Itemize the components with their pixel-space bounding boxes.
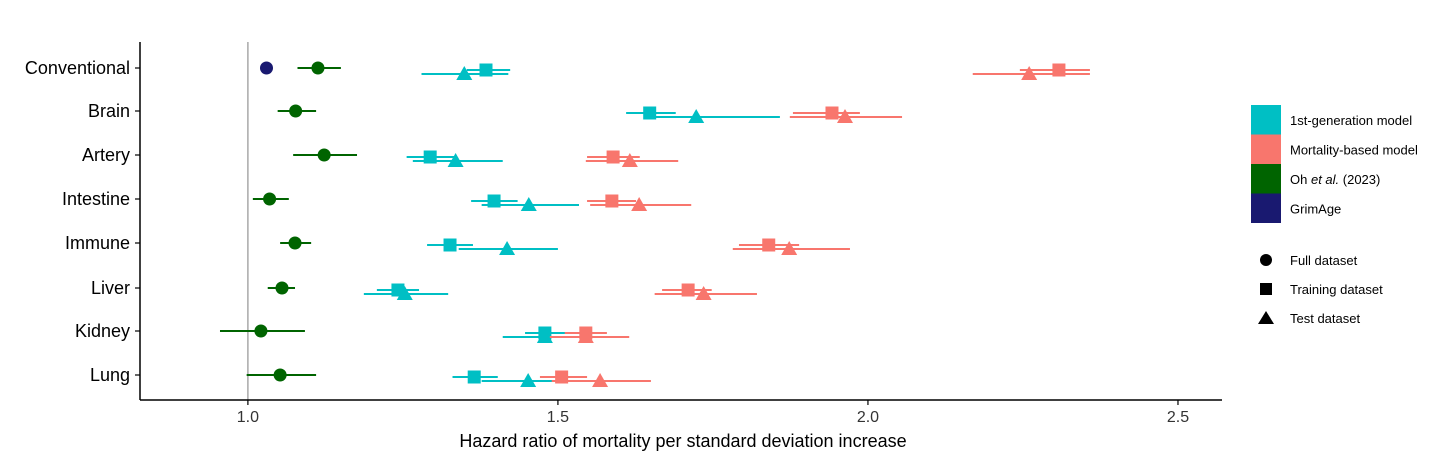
point-square-first [467,370,481,384]
row-label: Brain [88,101,130,121]
row-label: Kidney [75,321,130,341]
row-label: Artery [82,145,130,165]
point-triangle-first [456,66,473,80]
legend-label-train: Training dataset [1290,282,1383,297]
point-triangle-mort [837,109,854,123]
row-label: Intestine [62,189,130,209]
legend-label-full: Full dataset [1290,253,1358,268]
point-triangle-first [688,109,705,123]
point-circle-oh [275,281,289,295]
row-label: Lung [90,365,130,385]
legend: 1st-generation model Mortality-based mode… [1251,105,1418,326]
point-circle-oh [317,148,331,162]
point-triangle-mort [592,373,609,387]
legend-swatch-mort [1251,134,1281,164]
point-triangle-first [520,373,537,387]
point-triangle-first [447,153,464,167]
point-square-first [443,238,457,252]
point-circle-oh [263,192,277,206]
point-triangle-first [396,286,413,300]
x-tick-label: 1.0 [237,409,259,426]
point-circle-oh [288,236,302,250]
point-circle-oh [311,61,325,75]
row-label: Liver [91,278,130,298]
legend-label-oh: Oh et al. (2023) [1290,172,1380,187]
legend-label-mort: Mortality-based model [1290,143,1418,158]
legend-label-test: Test dataset [1290,311,1360,326]
legend-triangle-icon [1258,311,1274,324]
point-circle-oh [273,368,287,382]
point-triangle-mort [577,329,594,343]
point-circle-oh [289,104,303,118]
x-tick-label: 2.0 [857,409,879,426]
legend-square-icon [1260,283,1272,295]
point-triangle-mort [695,286,712,300]
row-label: Conventional [25,58,130,78]
point-circle-grim [259,61,273,75]
point-triangle-mort [631,197,648,211]
point-triangle-mort [781,241,798,255]
row-label: Immune [65,233,130,253]
legend-circle-icon [1260,254,1272,266]
point-triangle-mort [621,153,638,167]
point-triangle-first [499,241,516,255]
legend-swatch-grim [1251,193,1281,223]
x-tick-label: 1.5 [547,409,569,426]
x-axis-label: Hazard ratio of mortality per standard d… [459,431,906,451]
legend-swatch-first [1251,105,1281,135]
point-triangle-first [536,329,553,343]
legend-swatch-oh [1251,164,1281,194]
legend-label-first: 1st-generation model [1290,113,1412,128]
legend-label-grim: GrimAge [1290,202,1341,217]
x-tick-label: 2.5 [1167,409,1189,426]
point-triangle-mort [1021,66,1038,80]
point-triangle-first [520,197,537,211]
point-circle-oh [254,324,268,338]
